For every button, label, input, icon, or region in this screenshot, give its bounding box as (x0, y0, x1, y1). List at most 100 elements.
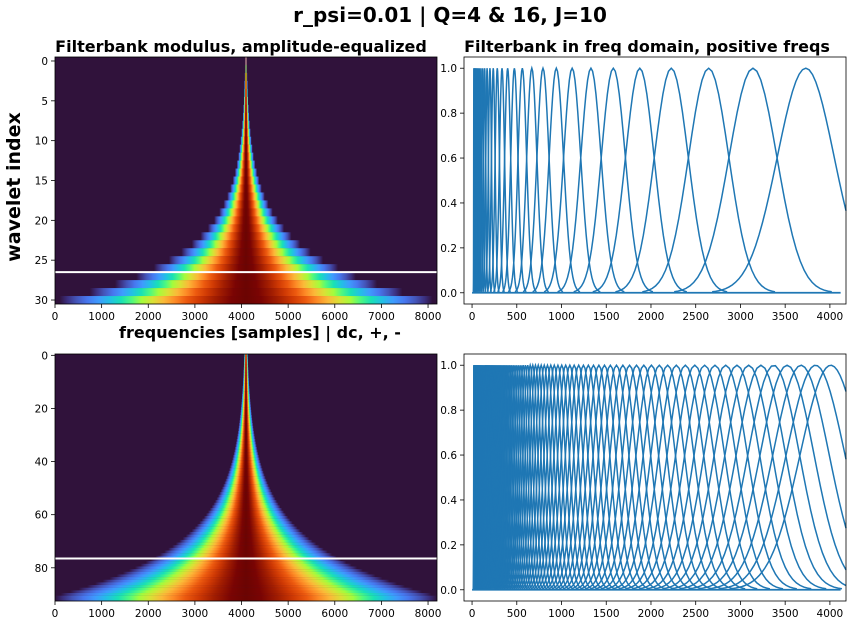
filter-response-curve (712, 67, 847, 293)
heatmap-row (239, 415, 246, 418)
heatmap-q4-x-tick-label: 3000 (182, 311, 209, 323)
filter-response-curve (472, 365, 476, 589)
heatmap-row (215, 500, 246, 503)
heatmap-row (246, 64, 248, 74)
heatmap-row (60, 593, 246, 596)
heatmap-row (246, 433, 255, 437)
filter-response-curve (548, 363, 609, 590)
heatmap-q4-y-ticks: 0 5 10 15 20 25 30 (35, 56, 55, 307)
heatmap-q4-x-tick-label: 6000 (321, 311, 348, 323)
heatmap-row (243, 377, 246, 381)
heatmap-row (236, 160, 246, 169)
heatmap-row (246, 361, 249, 365)
heatmap-row (246, 590, 423, 594)
filter-response-curve (600, 364, 702, 590)
heatmap-row (243, 359, 246, 363)
heatmap-q16-y-tick-label: 40 (35, 457, 48, 469)
heatmap-row (89, 288, 246, 297)
heatmap-row (246, 128, 251, 137)
filter-response-curve (539, 363, 593, 590)
filter-response-curve (625, 364, 746, 590)
heatmap-row (243, 367, 246, 371)
heatmap-row (246, 372, 249, 376)
heatmap-row (228, 470, 246, 474)
heatmap-row (243, 375, 246, 379)
heatmap-row (246, 558, 342, 562)
heatmap-row (246, 393, 251, 397)
heatmap-q16-y-ticks: 0 20 40 60 80 (35, 350, 55, 575)
heatmap-row (234, 449, 246, 453)
heatmap-row (246, 399, 251, 402)
heatmap-row (233, 454, 246, 458)
filter-response-curve (654, 364, 798, 590)
heatmap-row (246, 470, 264, 474)
freq-response-q16-x-tick-label: 2500 (682, 608, 709, 620)
heatmap-row (240, 136, 246, 145)
heatmap-row (246, 436, 256, 440)
heatmap-row (239, 417, 246, 421)
heatmap-row (244, 354, 246, 357)
heatmap-row (246, 494, 274, 498)
filter-response-curve (530, 363, 578, 590)
heatmap-row (246, 420, 253, 424)
y-axis-label: wavelet index (3, 112, 25, 262)
filter-response-curve (563, 363, 635, 590)
heatmap-row (241, 396, 246, 400)
filter-response-curve (662, 364, 812, 590)
heatmap-row (246, 391, 250, 394)
heatmap-row (246, 555, 337, 559)
filter-response-curve (590, 363, 683, 590)
heatmap-row (213, 502, 246, 506)
freq-response-q16-y-tick-label: 0.4 (440, 495, 457, 507)
filter-response-curve (580, 363, 666, 590)
heatmap-q16-y-tick-label: 0 (41, 350, 48, 362)
heatmap-row (207, 510, 246, 514)
heatmap-row (168, 256, 246, 265)
heatmap-row (246, 385, 250, 389)
heatmap-row (243, 96, 246, 105)
filter-response-curve (532, 66, 581, 293)
freq-response-q16-x-tick-label: 2000 (638, 608, 665, 620)
heatmap-row (246, 88, 248, 97)
heatmap-row (136, 272, 246, 281)
heatmap-row (246, 481, 268, 485)
heatmap-row (246, 383, 250, 387)
filter-response-curve (542, 363, 598, 590)
freq-response-q16-x-tick-label: 0 (469, 608, 476, 620)
heatmap-row (246, 272, 356, 281)
heatmap-q16-y-tick-label: 60 (35, 510, 48, 522)
heatmap-row (246, 531, 304, 535)
heatmap-row (246, 574, 376, 578)
heatmap-row (219, 492, 246, 495)
filter-response-curve (592, 67, 688, 293)
freq-response-q16-x-tick-label: 4000 (817, 608, 844, 620)
heatmap-row (246, 404, 251, 408)
heatmap-q4-panel: Filterbank modulus, amplitude-equalized … (35, 37, 442, 343)
heatmap-q16-y-tick-label: 80 (35, 563, 48, 575)
heatmap-row (246, 513, 287, 517)
heatmap-row (246, 423, 254, 426)
heatmap-row (78, 587, 246, 591)
heatmap-row (246, 377, 249, 381)
heatmap-row (239, 144, 246, 153)
filter-response-curve (585, 363, 674, 590)
freq-response-q16-y-tick-label: 1.0 (440, 360, 457, 372)
heatmap-row (246, 537, 310, 541)
filter-response-curve (557, 66, 625, 293)
heatmap-q16-x-tick-label: 6000 (321, 608, 348, 620)
filter-response-curve (536, 363, 588, 590)
heatmap-row (246, 457, 260, 461)
heatmap-row (172, 545, 246, 549)
heatmap-row (191, 240, 246, 249)
heatmap-row (246, 579, 390, 583)
heatmap-row (59, 296, 246, 305)
heatmap-row (246, 369, 249, 373)
heatmap-row (246, 431, 255, 434)
heatmap-row (246, 449, 258, 453)
heatmap-row (185, 534, 246, 538)
freq-response-q16-y-tick-label: 0.2 (440, 540, 457, 552)
heatmap-q4-y-tick-label: 25 (35, 255, 48, 267)
heatmap-row (246, 510, 285, 514)
filter-response-curve (567, 363, 642, 590)
heatmap-row (246, 539, 313, 543)
